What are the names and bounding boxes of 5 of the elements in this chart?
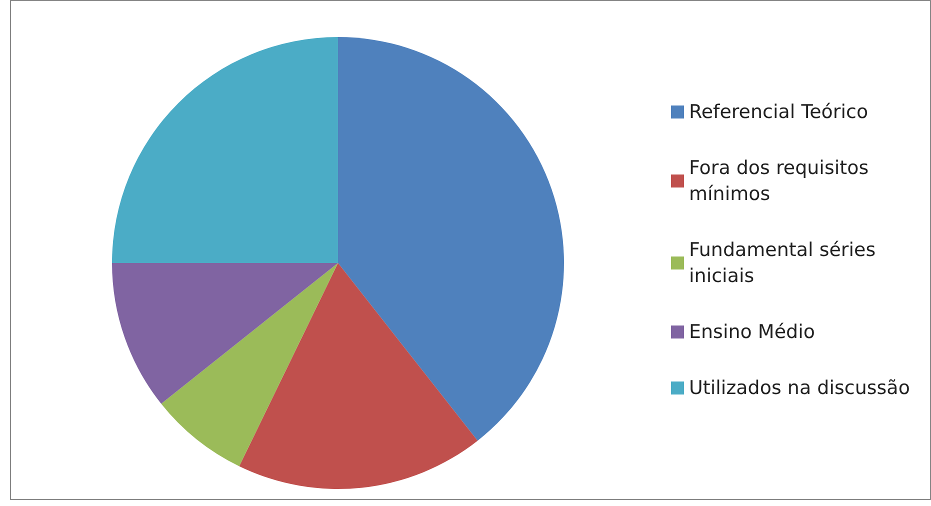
- legend-label: Fora dos requisitos mínimos: [689, 157, 875, 205]
- legend-label: Fundamental séries iniciais: [689, 239, 882, 287]
- legend-label: Utilizados na discussão: [689, 377, 910, 399]
- legend-label: Referencial Teórico: [689, 101, 868, 123]
- legend-label: Ensino Médio: [689, 321, 815, 343]
